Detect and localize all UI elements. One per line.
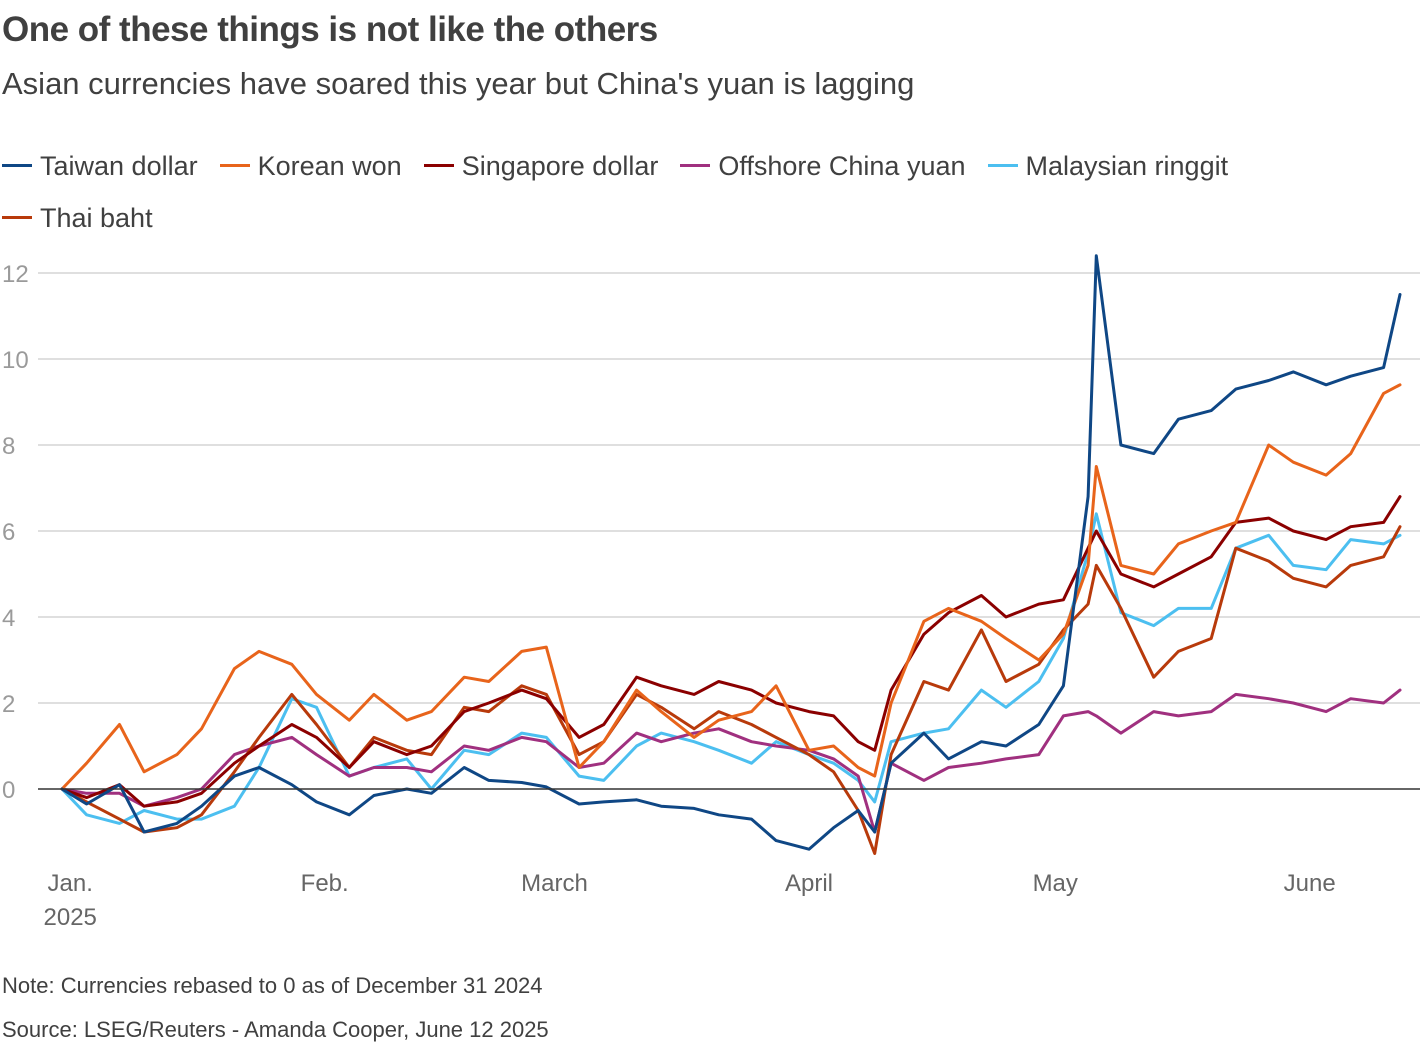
legend-swatch	[2, 216, 32, 220]
legend-label: Offshore China yuan	[718, 151, 966, 181]
legend-label: Korean won	[257, 151, 402, 181]
legend-label: Taiwan dollar	[40, 151, 198, 181]
legend-swatch	[423, 164, 454, 168]
legend-label: Malaysian ringgit	[1025, 151, 1229, 181]
legend-item-malaysian-ringgit: Malaysian ringgit	[987, 140, 1229, 192]
line-chart: 0 2 4 6 8 10 12 Jan. 2025 Feb. March April May June	[2, 254, 1420, 931]
x-tick-label: March	[521, 870, 588, 897]
legend-item-offshore-china-yuan: Offshore China yuan	[680, 140, 966, 192]
series-line-thai-baht	[60, 525, 1402, 855]
legend-swatch	[219, 164, 250, 168]
series-line-offshore-china-yuan	[60, 688, 1402, 834]
y-tick-label: 12	[2, 261, 29, 288]
chart-legend: Taiwan dollar Korean won Singapore dollar O…	[2, 140, 1420, 244]
series-line-malaysian-ringgit	[60, 512, 1402, 825]
series-line-taiwan-dollar	[60, 254, 1402, 851]
y-tick-label: 0	[2, 777, 15, 804]
legend-swatch	[680, 164, 711, 168]
x-tick-label: Jan.	[48, 870, 93, 897]
x-tick-label: May	[1033, 870, 1078, 897]
x-tick-label: June	[1284, 870, 1336, 897]
y-tick-label: 8	[2, 433, 15, 460]
y-tick-label: 10	[2, 347, 29, 374]
x-tick-sublabel: 2025	[44, 904, 97, 931]
legend-label: Singapore dollar	[461, 151, 659, 181]
legend-swatch	[987, 164, 1018, 168]
chart-source: Source: LSEG/Reuters - Amanda Cooper, Ju…	[2, 1017, 549, 1042]
y-tick-label: 6	[2, 519, 15, 546]
y-tick-label: 2	[2, 691, 15, 718]
chart-title: One of these things is not like the othe…	[2, 10, 658, 49]
legend-item-thai-baht: Thai baht	[2, 192, 153, 244]
legend-item-korean-won: Korean won	[219, 140, 402, 192]
legend-item-taiwan-dollar: Taiwan dollar	[2, 140, 198, 192]
x-tick-label: Feb.	[301, 870, 349, 897]
chart-note: Note: Currencies rebased to 0 as of Dece…	[2, 973, 543, 998]
legend-swatch	[2, 164, 32, 168]
legend-item-singapore-dollar: Singapore dollar	[423, 140, 659, 192]
y-tick-label: 4	[2, 605, 15, 632]
legend-label: Thai baht	[40, 203, 153, 233]
x-tick-label: April	[785, 870, 833, 897]
chart-subtitle: Asian currencies have soared this year b…	[2, 66, 915, 101]
series-line-korean-won	[60, 383, 1402, 791]
